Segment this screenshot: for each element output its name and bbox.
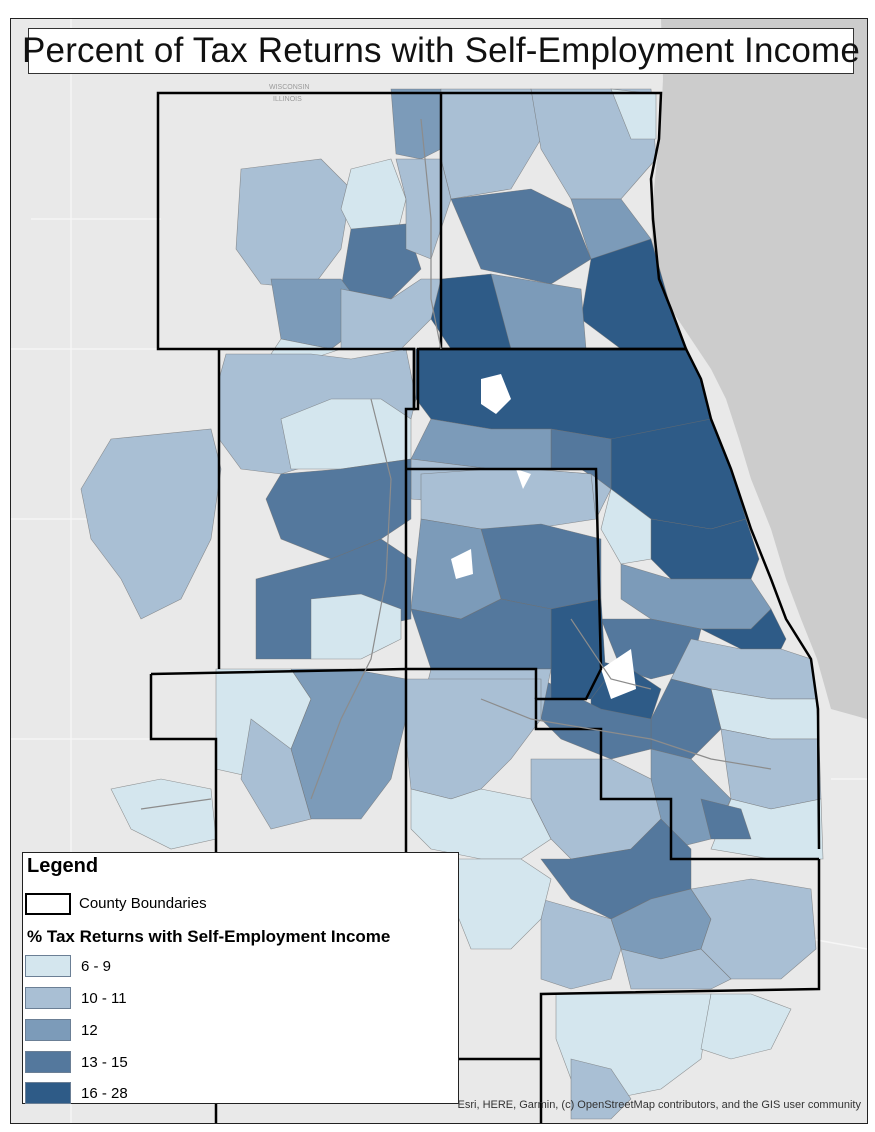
legend-item: 10 - 11	[25, 987, 455, 1011]
legend-swatch	[25, 955, 71, 977]
tract	[290, 668, 407, 820]
legend-item: 13 - 15	[25, 1051, 455, 1075]
legend-subheading: % Tax Returns with Self-Employment Incom…	[27, 927, 391, 946]
tract	[280, 398, 412, 470]
tract	[340, 223, 422, 300]
county-boundary-label: County Boundaries	[79, 895, 207, 912]
lake-michigan	[651, 19, 867, 719]
legend-label: 6 - 9	[81, 958, 112, 975]
tract	[390, 88, 442, 160]
legend-swatch	[25, 1019, 71, 1041]
map-attribution: Esri, HERE, Garmin, (c) OpenStreetMap co…	[457, 1099, 861, 1111]
legend-item: 6 - 9	[25, 955, 455, 979]
legend-label: 13 - 15	[81, 1054, 128, 1071]
tract	[410, 788, 552, 860]
tract	[620, 948, 732, 990]
tract	[550, 598, 607, 700]
legend-label: 12	[81, 1022, 98, 1039]
legend-item: 12	[25, 1019, 455, 1043]
tract	[690, 878, 817, 980]
legend-panel: Legend County Boundaries % Tax Returns w…	[22, 852, 459, 1104]
tract	[240, 718, 312, 830]
tract	[540, 898, 622, 990]
tract	[700, 798, 752, 840]
map-title: Percent of Tax Returns with Self-Employm…	[21, 31, 861, 70]
tract	[540, 818, 692, 920]
tract	[650, 518, 760, 580]
unincorporated-areas	[451, 374, 636, 699]
county-boundary-swatch	[25, 893, 71, 915]
tract	[235, 158, 352, 290]
legend-heading: Legend	[27, 855, 99, 877]
tract	[80, 428, 222, 620]
tract	[310, 593, 402, 660]
map-title-box: Percent of Tax Returns with Self-Employm…	[22, 28, 860, 74]
tract-layer	[80, 88, 824, 1120]
legend-item: 16 - 28	[25, 1082, 455, 1106]
tract	[570, 1058, 632, 1120]
state-label-wisconsin: WISCONSIN	[269, 84, 309, 91]
highways	[140, 118, 772, 810]
legend-swatch	[25, 1082, 71, 1104]
state-label-illinois: ILLINOIS	[273, 96, 302, 103]
tract	[600, 488, 652, 565]
legend-label: 10 - 11	[81, 990, 127, 1007]
legend-swatch	[25, 987, 71, 1009]
tract	[700, 993, 792, 1060]
legend-swatch	[25, 1051, 71, 1073]
legend-label: 16 - 28	[81, 1085, 128, 1102]
tract	[420, 468, 597, 530]
